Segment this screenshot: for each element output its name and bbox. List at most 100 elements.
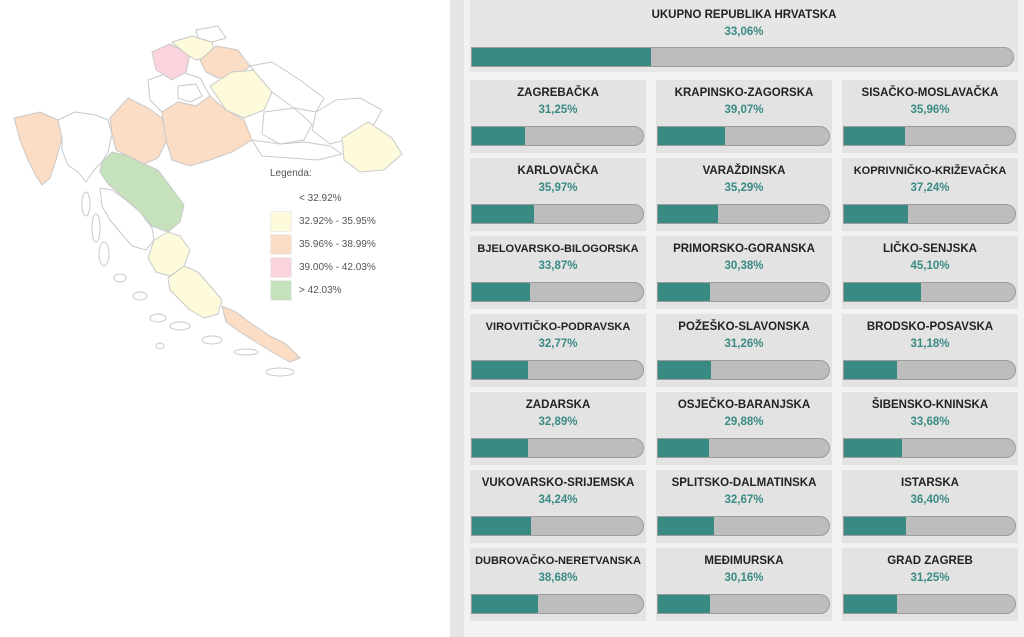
county-name: KRAPINSKO-ZAGORSKA: [674, 87, 814, 99]
county-progress-fill: [472, 205, 534, 223]
county-name: DUBROVAČKO-NERETVANSKA: [475, 555, 641, 567]
county-card[interactable]: ISTARSKA 36,40%: [842, 470, 1018, 543]
county-name: SPLITSKO-DALMATINSKA: [671, 477, 817, 489]
county-name: GRAD ZAGREB: [887, 555, 973, 567]
results-panel: UKUPNO REPUBLIKA HRVATSKA 33,06% ZAGREBA…: [464, 0, 1024, 637]
county-progress-fill: [658, 361, 712, 379]
county-progress-bar: [843, 126, 1016, 146]
county-name: LIČKO-SENJSKA: [883, 243, 977, 255]
county-name: POŽEŠKO-SLAVONSKA: [678, 321, 810, 333]
county-progress-bar: [471, 438, 644, 458]
county-progress-fill: [844, 439, 902, 457]
region-dubrovacko-neretvanska[interactable]: [221, 305, 301, 363]
county-progress-fill: [658, 517, 714, 535]
county-progress-bar: [657, 516, 830, 536]
county-name: BRODSKO-POSAVSKA: [866, 321, 994, 333]
region-brodsko-posavska[interactable]: [251, 139, 343, 161]
county-progress-fill: [472, 517, 531, 535]
county-card[interactable]: ZADARSKA 32,89%: [470, 392, 646, 465]
county-card[interactable]: BRODSKO-POSAVSKA 31,18%: [842, 314, 1018, 387]
county-progress-bar: [471, 516, 644, 536]
legend-item: 35.96% - 38.99%: [270, 233, 376, 256]
county-progress-bar: [657, 282, 830, 302]
county-percentage: 32,77%: [538, 338, 578, 350]
county-percentage: 35,29%: [724, 182, 764, 194]
county-progress-bar: [843, 204, 1016, 224]
county-percentage: 35,96%: [910, 104, 950, 116]
county-progress-bar: [471, 594, 644, 614]
region-zadarska[interactable]: [99, 187, 155, 251]
county-progress-bar: [471, 282, 644, 302]
county-card[interactable]: KOPRIVNIČKO-KRIŽEVAČKA 37,24%: [842, 158, 1018, 231]
county-card[interactable]: VUKOVARSKO-SRIJEMSKA 34,24%: [470, 470, 646, 543]
county-progress-fill: [472, 595, 539, 613]
county-card[interactable]: ŠIBENSKO-KNINSKA 33,68%: [842, 392, 1018, 465]
county-percentage: 31,25%: [910, 572, 950, 584]
county-card[interactable]: VIROVITIČKO-PODRAVSKA 32,77%: [470, 314, 646, 387]
legend-item: < 32.92%: [270, 187, 376, 210]
county-progress-fill: [658, 283, 710, 301]
county-progress-fill: [658, 127, 725, 145]
county-progress-bar: [471, 126, 644, 146]
region-krapinsko-zagorska[interactable]: [151, 43, 191, 81]
islands: [81, 191, 295, 377]
region-primorsko-goranska[interactable]: [57, 111, 113, 183]
county-name: VIROVITIČKO-PODRAVSKA: [485, 321, 631, 333]
county-card[interactable]: GRAD ZAGREB 31,25%: [842, 548, 1018, 621]
legend-item: > 42.03%: [270, 279, 376, 302]
county-progress-bar: [657, 360, 830, 380]
region-istarska[interactable]: [13, 111, 63, 186]
county-progress-fill: [844, 517, 907, 535]
county-progress-fill: [472, 361, 529, 379]
legend-label: < 32.92%: [299, 193, 342, 204]
region-medimurska[interactable]: [195, 25, 227, 43]
county-progress-bar: [657, 438, 830, 458]
county-percentage: 34,24%: [538, 494, 578, 506]
region-licko-senjska[interactable]: [99, 151, 185, 233]
county-progress-bar: [843, 360, 1016, 380]
region-pozesko-slavonska[interactable]: [261, 107, 313, 145]
county-name: OSJEČKO-BARANJSKA: [677, 399, 811, 411]
legend-swatch: [270, 188, 292, 209]
county-card[interactable]: MEĐIMURSKA 30,16%: [656, 548, 832, 621]
county-card[interactable]: LIČKO-SENJSKA 45,10%: [842, 236, 1018, 309]
county-card[interactable]: POŽEŠKO-SLAVONSKA 31,26%: [656, 314, 832, 387]
county-progress-fill: [658, 595, 710, 613]
county-progress-bar: [657, 204, 830, 224]
county-percentage: 39,07%: [724, 104, 764, 116]
county-progress-bar: [471, 204, 644, 224]
county-percentage: 32,89%: [538, 416, 578, 428]
county-name: MEĐIMURSKA: [704, 555, 784, 567]
county-progress-fill: [844, 595, 898, 613]
county-card[interactable]: SPLITSKO-DALMATINSKA 32,67%: [656, 470, 832, 543]
county-card[interactable]: BJELOVARSKO-BILOGORSKA 33,87%: [470, 236, 646, 309]
county-percentage: 38,68%: [538, 572, 578, 584]
county-card[interactable]: ZAGREBAČKA 31,25%: [470, 80, 646, 153]
county-card[interactable]: KARLOVAČKA 35,97%: [470, 158, 646, 231]
region-vukovarsko-srijemska[interactable]: [341, 121, 403, 173]
legend-label: 32.92% - 35.95%: [299, 216, 376, 227]
county-percentage: 35,97%: [538, 182, 578, 194]
region-virovitiko-podravska[interactable]: [249, 61, 325, 113]
region-grad-zagreb[interactable]: [177, 83, 203, 103]
county-progress-fill: [472, 127, 526, 145]
region-splitsko-dalmatinska[interactable]: [167, 265, 223, 319]
legend-item: 39.00% - 42.03%: [270, 256, 376, 279]
county-percentage: 31,26%: [724, 338, 764, 350]
county-name: SISAČKO-MOSLAVAČKA: [861, 87, 999, 99]
county-card[interactable]: PRIMORSKO-GORANSKA 30,38%: [656, 236, 832, 309]
map-panel: Legenda: < 32.92% 32.92% - 35.95% 35.96%…: [0, 0, 450, 637]
county-card[interactable]: VARAŽDINSKA 35,29%: [656, 158, 832, 231]
county-card[interactable]: OSJEČKO-BARANJSKA 29,88%: [656, 392, 832, 465]
county-card[interactable]: SISAČKO-MOSLAVAČKA 35,96%: [842, 80, 1018, 153]
total-percentage: 33,06%: [724, 26, 764, 38]
county-card[interactable]: DUBROVAČKO-NERETVANSKA 38,68%: [470, 548, 646, 621]
county-name: VUKOVARSKO-SRIJEMSKA: [481, 477, 635, 489]
county-card[interactable]: KRAPINSKO-ZAGORSKA 39,07%: [656, 80, 832, 153]
county-progress-fill: [844, 361, 898, 379]
county-percentage: 32,67%: [724, 494, 764, 506]
county-progress-bar: [843, 594, 1016, 614]
total-title: UKUPNO REPUBLIKA HRVATSKA: [651, 9, 837, 21]
region-karlovacka[interactable]: [109, 97, 169, 165]
total-card[interactable]: UKUPNO REPUBLIKA HRVATSKA 33,06%: [470, 0, 1018, 72]
